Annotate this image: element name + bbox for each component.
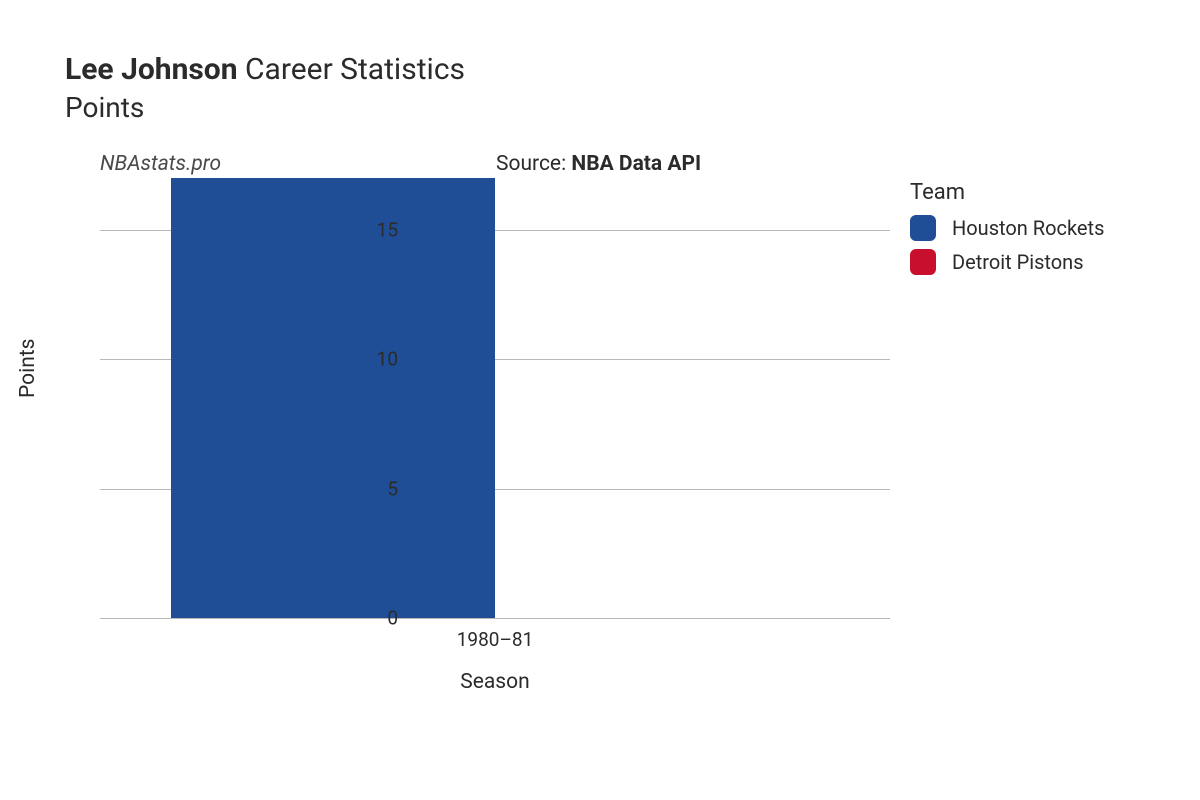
chart-title: Lee Johnson Career Statistics Points [65,52,465,124]
title-line-1: Lee Johnson Career Statistics [65,52,465,87]
source-attribution: Source: NBA Data API [496,152,701,176]
y-axis-label: Points [16,338,40,398]
legend-swatch [910,249,936,275]
legend-label: Houston Rockets [952,216,1104,240]
watermark: NBAstats.pro [100,152,221,176]
source-prefix: Source: [496,152,571,176]
x-tick-label: 1980–81 [457,628,534,651]
legend-title: Team [910,180,1104,205]
x-axis-label: Season [460,670,529,694]
title-suffix: Career Statistics [245,52,465,87]
legend-swatch [910,215,936,241]
chart-plot-area [100,178,890,618]
legend-label: Detroit Pistons [952,250,1084,274]
bar [171,178,495,618]
player-name: Lee Johnson [65,52,238,87]
grid-line [100,618,890,619]
title-metric: Points [65,91,465,124]
y-tick-label: 0 [387,607,398,630]
y-tick-label: 5 [387,477,398,500]
legend-item: Houston Rockets [910,215,1104,241]
legend: Team Houston Rockets Detroit Pistons [910,180,1104,283]
y-tick-label: 10 [377,348,398,371]
legend-item: Detroit Pistons [910,249,1104,275]
y-tick-label: 15 [377,218,398,241]
source-name: NBA Data API [571,152,701,176]
